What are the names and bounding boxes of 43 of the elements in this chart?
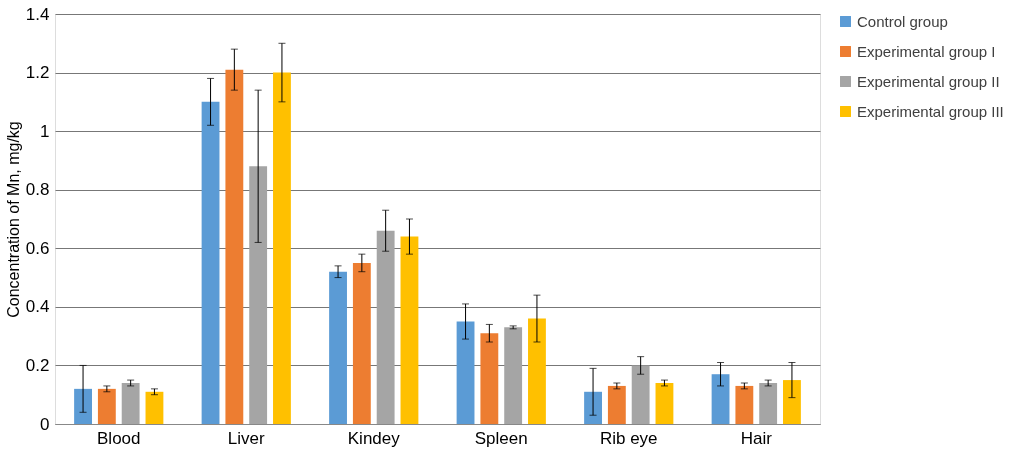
bar xyxy=(74,388,92,424)
bar xyxy=(655,383,674,424)
bar xyxy=(759,383,778,424)
legend-label: Control group xyxy=(857,12,948,30)
bar xyxy=(352,262,371,424)
bar xyxy=(400,236,419,424)
x-tick-label: Rib eye xyxy=(599,428,658,448)
y-tick-label: 1.4 xyxy=(25,4,50,24)
x-tick-label: Liver xyxy=(227,428,266,448)
bar xyxy=(225,69,244,424)
bar xyxy=(584,391,602,424)
y-tick-label: 0.2 xyxy=(25,355,50,375)
bar xyxy=(711,374,730,424)
bar xyxy=(480,333,499,424)
bar xyxy=(607,385,626,424)
bar xyxy=(121,383,140,424)
bar xyxy=(273,72,291,424)
bar xyxy=(145,391,164,424)
y-axis-title: Concentration of Mn, mg/kg xyxy=(4,121,22,318)
bar xyxy=(735,385,754,424)
bar xyxy=(504,327,523,424)
bar xyxy=(376,230,395,424)
x-tick-label: Spleen xyxy=(474,428,528,448)
bar xyxy=(329,271,347,424)
legend-label: Experimental group III xyxy=(857,102,1004,120)
legend-label: Experimental group I xyxy=(857,42,996,60)
bar xyxy=(456,321,475,424)
y-tick-label: 0.6 xyxy=(25,238,50,258)
bar xyxy=(783,380,801,424)
x-tick-label: Hair xyxy=(740,428,773,448)
y-tick-label: 0.8 xyxy=(25,180,50,200)
bar xyxy=(249,166,268,424)
bar xyxy=(97,388,116,424)
y-tick-label: 0 xyxy=(40,414,50,434)
y-tick-label: 1 xyxy=(40,121,50,141)
bar xyxy=(201,101,220,424)
x-tick-label: Kindey xyxy=(347,428,401,448)
bar xyxy=(528,318,546,424)
bar xyxy=(631,365,650,424)
legend-label: Experimental group II xyxy=(857,72,1000,90)
x-tick-label: Blood xyxy=(97,428,141,448)
y-tick-label: 1.2 xyxy=(25,63,50,83)
y-tick-label: 0.4 xyxy=(25,297,50,317)
